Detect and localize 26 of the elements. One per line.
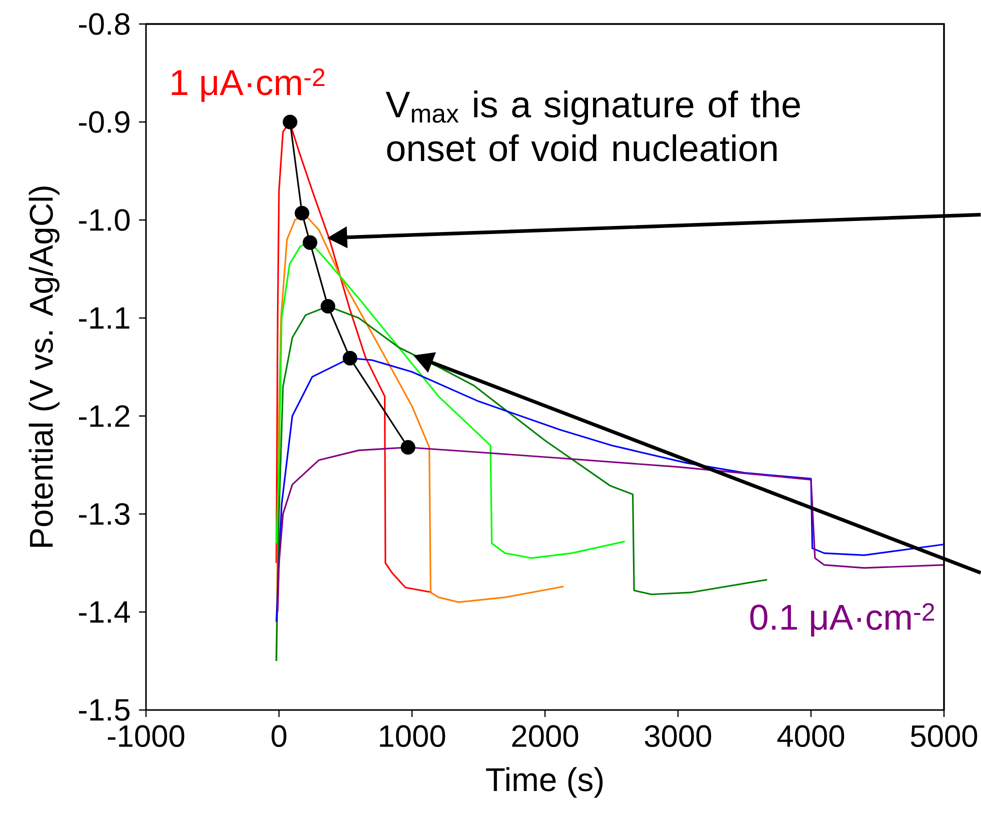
series-label: 1 μA·cm$^{-2}$ [172, 68, 324, 102]
point [342, 350, 358, 366]
y-tick-label: -1.1 [78, 307, 130, 329]
y-tick-label: -0.8 [78, 13, 130, 35]
y-axis-title: Potential (V vs. Ag/AgCl) [28, 186, 60, 547]
x-tick-label: 0 [272, 725, 286, 748]
point [400, 440, 416, 455]
y-tick-label: -0.9 [78, 111, 130, 133]
x-tick-label: 1000 [380, 725, 446, 748]
x-tick-label: 5000 [910, 725, 978, 748]
series-label: 0.1 μA·cm$^{-2}$ [750, 603, 934, 637]
x-tick-label: 2000 [512, 725, 578, 748]
point [282, 114, 298, 130]
point [294, 206, 310, 220]
y-tick-label: -1.2 [78, 405, 130, 427]
y-tick-label: -1.4 [78, 601, 130, 623]
x-axis-title: Time (s) [486, 767, 603, 798]
annotation: V$_{max}$ is a signature of the onset of void nucleation [386, 90, 800, 162]
y-tick-label: -1.3 [78, 503, 130, 525]
x-tick-label: 3000 [644, 725, 712, 748]
point [302, 235, 318, 250]
x-tick-label: 4000 [777, 725, 844, 748]
y-tick-label: -1.0 [78, 209, 130, 231]
y-tick-label: -1.5 [78, 699, 130, 721]
x-tick-label: -1000 [108, 725, 184, 748]
point [320, 298, 336, 314]
